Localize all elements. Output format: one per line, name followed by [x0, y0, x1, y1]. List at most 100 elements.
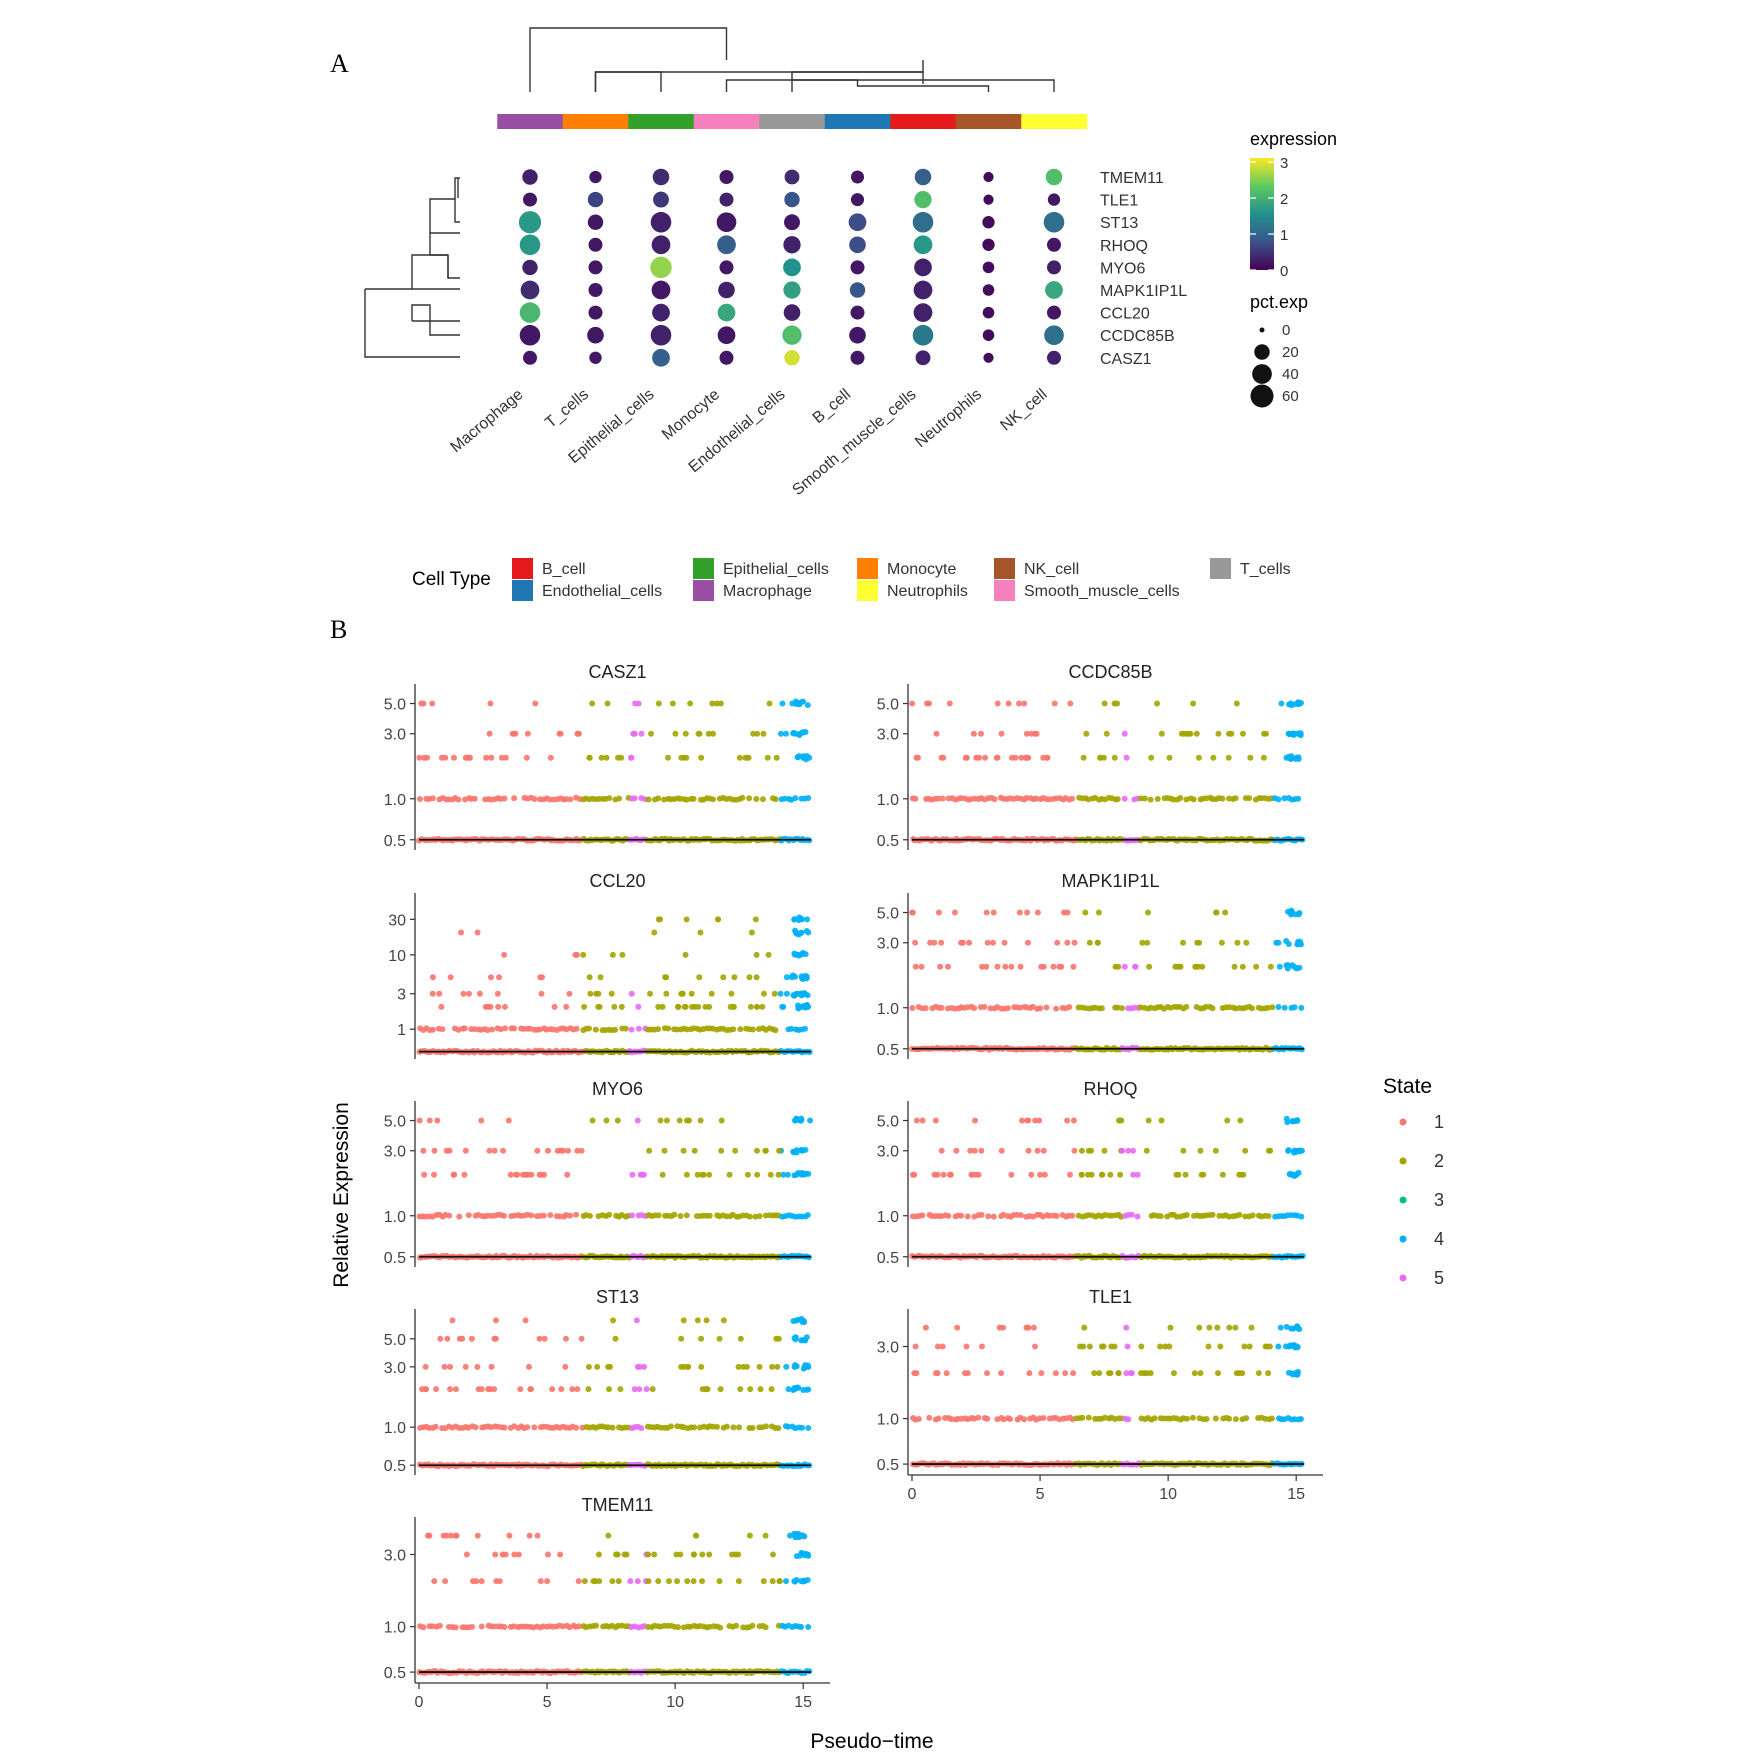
data-point — [619, 951, 626, 958]
data-point — [912, 963, 919, 970]
data-point — [801, 990, 808, 997]
data-point — [643, 1386, 650, 1393]
expression-legend-title: expression — [1250, 129, 1337, 149]
data-point — [760, 990, 767, 997]
data-point — [913, 1117, 920, 1124]
data-point — [1030, 1324, 1037, 1331]
data-point — [697, 1117, 704, 1124]
panel-title-ccdc85b: CCDC85B — [1068, 662, 1152, 682]
dot-tle1-nk-cell — [1047, 193, 1061, 206]
data-point — [635, 1003, 642, 1010]
data-point — [526, 1363, 533, 1370]
data-point — [735, 1363, 742, 1370]
data-point — [674, 1003, 681, 1010]
data-point — [1032, 1343, 1039, 1350]
data-point — [1297, 1415, 1304, 1422]
data-point — [790, 1387, 797, 1394]
data-point — [618, 1003, 625, 1010]
data-point — [426, 1532, 433, 1539]
data-point — [783, 1363, 790, 1370]
data-point — [431, 1147, 438, 1154]
scatter-panel-tle1: TLE1 0 5 10 15 3.0 1.0 0.5 — [877, 1287, 1323, 1503]
data-point — [534, 1147, 541, 1154]
data-point — [1016, 700, 1023, 707]
data-point — [1099, 1171, 1106, 1178]
data-point — [549, 1386, 556, 1393]
data-point — [540, 1212, 547, 1219]
data-point — [594, 1363, 601, 1370]
data-point — [783, 990, 790, 997]
data-point — [746, 1532, 753, 1539]
row-dendrogram-branch — [411, 304, 460, 336]
data-point — [1193, 730, 1200, 737]
data-point — [1231, 963, 1238, 970]
data-point — [590, 1578, 597, 1585]
data-point — [737, 1335, 744, 1342]
data-point — [690, 1551, 697, 1558]
data-point — [475, 1386, 482, 1393]
data-point — [1121, 730, 1128, 737]
data-point — [791, 1578, 798, 1585]
data-point — [966, 939, 973, 946]
pct-exp-legend: pct.exp 0 20 40 60 — [1250, 292, 1308, 408]
data-point — [1226, 1324, 1233, 1331]
data-point — [1189, 1414, 1196, 1421]
data-point — [1205, 1343, 1212, 1350]
cell-type-swatch-b-cell — [512, 558, 533, 579]
data-point — [1098, 1343, 1105, 1350]
data-point — [709, 700, 716, 707]
data-point — [1151, 1415, 1158, 1422]
data-point — [1260, 754, 1267, 761]
data-point — [1277, 1324, 1284, 1331]
data-point — [1107, 1370, 1114, 1377]
data-point — [681, 1003, 688, 1010]
data-point — [1268, 1415, 1275, 1422]
data-point — [1294, 941, 1301, 948]
data-point — [723, 1423, 730, 1430]
state-label-5: 5 — [1434, 1268, 1444, 1288]
data-point — [769, 1363, 776, 1370]
data-point — [747, 1386, 754, 1393]
data-point — [795, 1002, 802, 1009]
pct-exp-key-dot — [1250, 384, 1274, 408]
data-point — [933, 730, 940, 737]
data-point — [554, 1147, 561, 1154]
panel-title-tle1: TLE1 — [1089, 1287, 1132, 1307]
data-point — [720, 974, 727, 981]
data-point — [1038, 1370, 1045, 1377]
data-point — [1166, 1343, 1173, 1350]
data-point — [1084, 1171, 1091, 1178]
data-point — [432, 1423, 439, 1430]
cell-type-legend-label-endothelial-cells: Endothelial_cells — [542, 583, 662, 600]
data-point — [492, 1551, 499, 1558]
y-tick-label-3.0: 3.0 — [877, 1340, 899, 1357]
data-point — [575, 1578, 582, 1585]
data-point — [580, 951, 587, 958]
data-point — [618, 754, 625, 761]
data-point — [1282, 1343, 1289, 1350]
dot-casz1-b-cell — [850, 350, 865, 365]
data-point — [799, 975, 806, 982]
data-point — [671, 1211, 678, 1218]
data-point — [1192, 963, 1199, 970]
data-point — [922, 1324, 929, 1331]
gene-label-casz1: CASZ1 — [1100, 351, 1152, 368]
data-point — [595, 990, 602, 997]
data-point — [645, 796, 652, 803]
color-bar-segment-smooth-muscle-cells — [890, 114, 957, 129]
column-dendrogram-branch — [529, 27, 728, 92]
data-point — [501, 1624, 508, 1631]
dot-ccl20-epithelial-cells — [652, 303, 670, 322]
data-point — [702, 1003, 709, 1010]
data-point — [1034, 1147, 1041, 1154]
data-point — [1294, 1371, 1301, 1378]
data-point — [1115, 963, 1122, 970]
data-point — [502, 754, 509, 761]
data-point — [1203, 1416, 1210, 1423]
dot-st13-smooth-muscle-cells — [912, 211, 934, 233]
data-point — [1107, 1171, 1114, 1178]
y-tick-label-1.0: 1.0 — [877, 792, 899, 809]
data-point — [665, 1578, 672, 1585]
data-point — [1067, 1171, 1074, 1178]
data-point — [772, 1027, 779, 1034]
